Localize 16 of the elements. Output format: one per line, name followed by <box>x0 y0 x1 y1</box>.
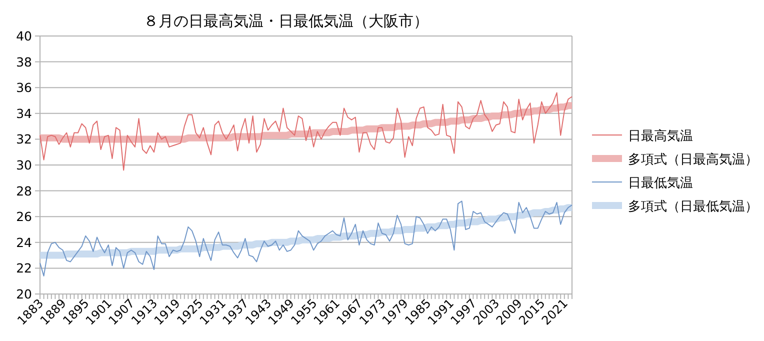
y-tick-label: 38 <box>16 54 32 70</box>
y-tick-label: 40 <box>16 28 32 44</box>
legend-label: 日最低気温 <box>628 176 693 191</box>
y-tick-label: 28 <box>16 183 32 198</box>
y-tick-label: 20 <box>16 286 32 302</box>
y-tick-label: 22 <box>16 260 32 276</box>
y-tick-label: 32 <box>16 132 32 147</box>
y-tick-label: 34 <box>16 106 32 121</box>
chart-title: ８月の日最高気温・日最低気温（大阪市） <box>144 12 428 30</box>
legend-label: 多項式（日最高気温） <box>628 152 758 168</box>
y-tick-label: 24 <box>16 234 32 250</box>
y-tick-label: 30 <box>16 158 32 172</box>
legend-label: 多項式（日最低気温） <box>628 200 758 214</box>
legend-label: 日最高気温 <box>628 128 693 144</box>
y-tick-label: 26 <box>16 209 32 224</box>
y-tick-label: 36 <box>16 80 32 96</box>
